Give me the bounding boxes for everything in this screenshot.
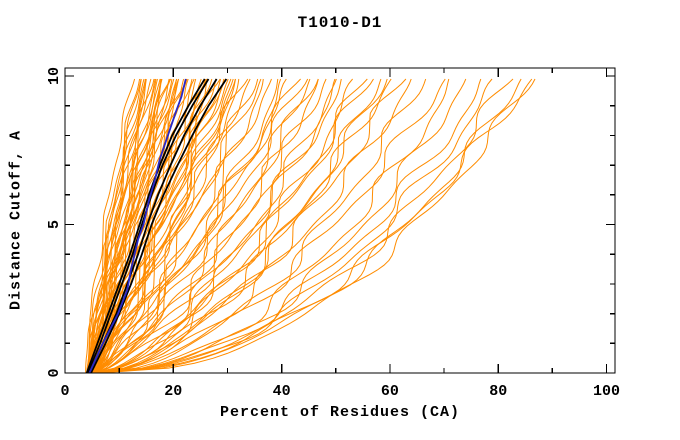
- axis-box: [64, 67, 616, 374]
- blue-highlight-curve-group: [88, 78, 187, 374]
- model-curve: [97, 78, 522, 374]
- model-curve: [87, 78, 141, 374]
- model-curve: [88, 78, 152, 374]
- y-tick-label: 10: [46, 67, 63, 85]
- ticks: [64, 68, 615, 374]
- y-tick-label: 5: [46, 220, 63, 229]
- model-curve: [95, 78, 353, 374]
- model-curve: [93, 78, 319, 374]
- model-curve: [85, 78, 145, 374]
- model-curve: [92, 78, 287, 374]
- model-curve: [95, 78, 264, 374]
- black-highlight-curve: [88, 78, 218, 374]
- x-tick-label: 20: [164, 383, 182, 400]
- model-curve: [94, 78, 407, 374]
- x-tick-label: 80: [489, 383, 507, 400]
- model-curve: [94, 78, 392, 374]
- model-curve: [92, 78, 493, 374]
- model-curve: [94, 78, 412, 374]
- blue-highlight-curve: [88, 78, 187, 374]
- model-curve: [93, 78, 234, 374]
- model-curve: [92, 78, 374, 374]
- model-curve: [94, 78, 388, 374]
- model-curve: [92, 78, 232, 374]
- x-tick-label: 60: [381, 383, 399, 400]
- model-curve: [94, 78, 240, 374]
- black-highlight-curve: [86, 78, 210, 374]
- x-axis-label: Percent of Residues (CA): [219, 404, 461, 421]
- plot-title: T1010-D1: [297, 14, 383, 32]
- black-highlight-curve: [85, 78, 206, 374]
- model-curve: [93, 78, 236, 374]
- model-curve: [92, 78, 251, 374]
- x-tick-label: 40: [273, 383, 291, 400]
- model-curve: [91, 78, 146, 374]
- model-curve: [88, 78, 142, 374]
- model-curve: [93, 78, 446, 374]
- model-curve: [91, 78, 301, 374]
- y-tick-labels: 0 5 10: [46, 67, 63, 378]
- model-curve: [94, 78, 319, 374]
- model-curve: [92, 78, 368, 374]
- model-curve: [90, 78, 262, 374]
- x-tick-labels: 0 20 40 60 80 100: [60, 383, 620, 400]
- model-curve: [91, 78, 327, 374]
- model-curve: [95, 78, 311, 374]
- model-curve: [96, 78, 427, 374]
- model-curve: [95, 78, 336, 374]
- plot-frame: [64, 67, 616, 374]
- x-tick-label: 100: [593, 383, 620, 400]
- model-curve: [91, 78, 249, 374]
- black-highlight-curve: [90, 78, 228, 374]
- y-tick-label: 0: [46, 368, 63, 377]
- model-curve: [96, 78, 533, 374]
- x-tick-label: 0: [60, 383, 69, 400]
- orange-model-curves: [85, 78, 536, 374]
- model-curve: [93, 78, 282, 374]
- model-curve: [94, 78, 259, 374]
- model-curve: [96, 78, 450, 374]
- black-highlight-curves: [85, 78, 228, 374]
- model-curve: [98, 78, 536, 374]
- model-curve: [87, 78, 162, 374]
